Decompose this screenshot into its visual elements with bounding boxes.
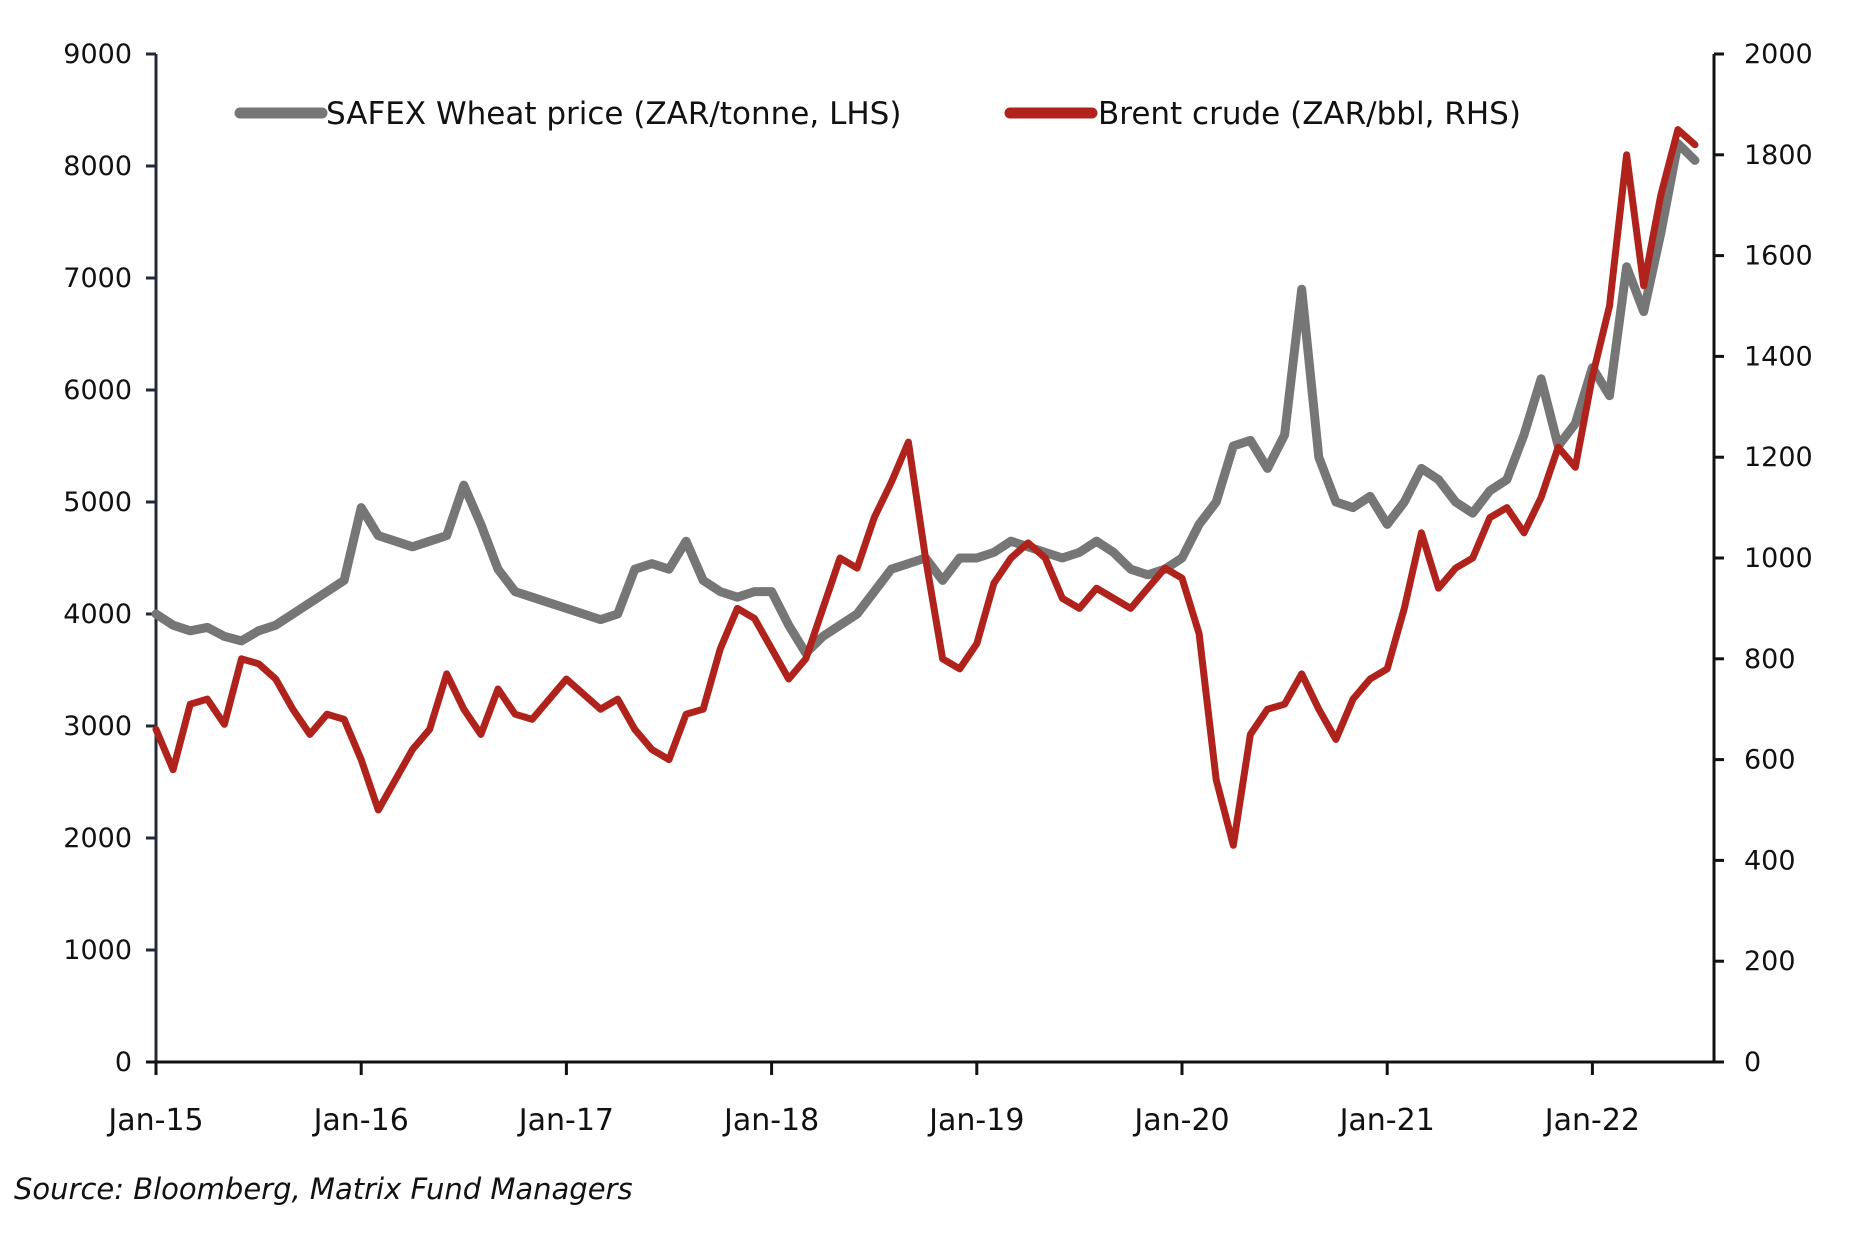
x-tick-label: Jan-15 [106, 1103, 203, 1138]
left-tick-label: 2000 [63, 823, 132, 854]
right-tick-label: 1600 [1744, 241, 1813, 272]
right-tick-label: 200 [1744, 946, 1796, 977]
right-tick-label: 0 [1744, 1047, 1761, 1078]
right-tick-label: 800 [1744, 644, 1796, 675]
right-tick-label: 400 [1744, 845, 1796, 876]
series-line-brent [152, 126, 1699, 849]
legend-label-brent: Brent crude (ZAR/bbl, RHS) [1098, 96, 1521, 132]
legend: SAFEX Wheat price (ZAR/tonne, LHS) Brent… [234, 96, 1521, 132]
left-tick-label: 3000 [63, 711, 132, 742]
left-tick-label: 4000 [63, 599, 132, 630]
x-tick-label: Jan-21 [1338, 1103, 1435, 1138]
left-tick-label: 1000 [63, 935, 132, 966]
right-tick-label: 2000 [1744, 39, 1813, 70]
right-tick-label: 1000 [1744, 543, 1813, 574]
right-tick-label: 600 [1744, 745, 1796, 776]
left-tick-label: 7000 [63, 263, 132, 294]
left-tick-label: 5000 [63, 487, 132, 518]
x-tick-label: Jan-19 [927, 1103, 1024, 1138]
right-tick-label: 1200 [1744, 442, 1813, 473]
x-tick-label: Jan-16 [312, 1103, 409, 1138]
x-tick-label: Jan-20 [1132, 1103, 1229, 1138]
left-tick-label: 6000 [63, 375, 132, 406]
right-tick-label: 1400 [1744, 341, 1813, 372]
x-tick-label: Jan-17 [517, 1103, 614, 1138]
left-tick-label: 0 [115, 1047, 132, 1078]
x-tick-label: Jan-18 [722, 1103, 819, 1138]
right-tick-label: 1800 [1744, 140, 1813, 171]
legend-label-wheat: SAFEX Wheat price (ZAR/tonne, LHS) [326, 96, 901, 132]
x-tick-label: Jan-22 [1543, 1103, 1640, 1138]
series-layer [151, 126, 1700, 849]
axes: 0 1000 2000 3000 4000 5000 6000 7000 8000 9000 0 20… [63, 39, 1812, 1138]
left-tick-label: 8000 [63, 151, 132, 182]
left-tick-label: 9000 [63, 39, 132, 70]
source-note: Source: Bloomberg, Matrix Fund Managers [14, 1172, 633, 1206]
